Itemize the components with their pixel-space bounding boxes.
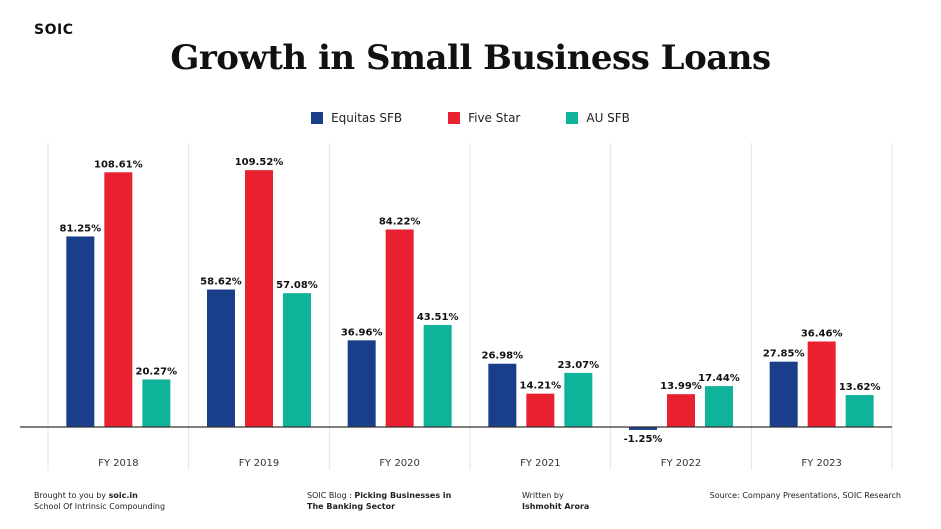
footer-blog-prefix: SOIC Blog : — [307, 491, 355, 500]
bar — [667, 394, 695, 427]
bar — [245, 170, 273, 427]
x-tick-label: FY 2022 — [661, 458, 702, 469]
bar — [488, 363, 517, 427]
bar — [66, 236, 95, 427]
bar — [705, 386, 733, 427]
chart-title: Growth in Small Business Loans — [170, 38, 771, 78]
footer-blog: SOIC Blog : Picking Businesses in The Ba… — [307, 490, 451, 512]
brand-logo: SOIC — [34, 22, 74, 38]
bar — [526, 393, 555, 427]
data-label: 108.61% — [94, 159, 143, 170]
bar — [845, 395, 874, 427]
x-tick-label: FY 2020 — [379, 458, 420, 469]
bar — [207, 289, 235, 427]
data-label: 13.62% — [839, 382, 881, 393]
footer-school-name: School Of Intrinsic Compounding — [34, 502, 166, 511]
legend-swatch-au — [566, 112, 579, 124]
legend-item-equitas: Equitas SFB — [311, 111, 402, 125]
data-label: 58.62% — [200, 277, 242, 288]
footer-author-name: Ishmohit Arora — [522, 502, 590, 511]
x-tick-label: FY 2021 — [520, 458, 561, 469]
bar — [142, 379, 171, 427]
footer-written-by: Written by — [522, 491, 564, 500]
footer-blog-title-1[interactable]: Picking Businesses in — [354, 491, 452, 500]
data-label: 20.27% — [136, 366, 178, 377]
legend-label-five-star: Five Star — [468, 111, 521, 125]
data-label: 81.25% — [60, 223, 102, 234]
data-label: 14.21% — [520, 381, 562, 392]
data-label: 84.22% — [379, 217, 421, 228]
data-label: 26.98% — [482, 351, 524, 362]
x-tick-label: FY 2023 — [801, 458, 842, 469]
legend-item-au: AU SFB — [566, 111, 630, 125]
data-label: -1.25% — [624, 434, 663, 445]
bar — [807, 341, 836, 427]
legend-swatch-five-star — [448, 112, 461, 124]
bar — [283, 293, 311, 427]
bar — [564, 372, 593, 427]
data-label: 27.85% — [763, 349, 805, 360]
footer-author: Written by Ishmohit Arora — [522, 490, 589, 512]
footer-brought-by: Brought to you by soic.in School Of Intr… — [34, 490, 165, 512]
data-label: 43.51% — [417, 312, 459, 323]
bar — [347, 340, 376, 427]
legend-swatch-equitas — [311, 112, 324, 124]
footer-brought-prefix: Brought to you by — [34, 491, 109, 500]
bar — [629, 427, 657, 430]
bar — [769, 361, 798, 427]
legend-item-five-star: Five Star — [448, 111, 520, 125]
footer-source: Source: Company Presentations, SOIC Rese… — [709, 491, 901, 500]
bar — [423, 324, 452, 427]
footer-site-link[interactable]: soic.in — [108, 491, 138, 500]
x-tick-label: FY 2019 — [239, 458, 280, 469]
data-label: 23.07% — [558, 360, 600, 371]
data-label: 17.44% — [698, 373, 740, 384]
data-label: 109.52% — [235, 157, 284, 168]
data-label: 57.08% — [276, 280, 318, 291]
data-label: 13.99% — [660, 381, 702, 392]
bar — [104, 172, 133, 427]
footer-blog-title-2[interactable]: The Banking Sector — [307, 502, 396, 511]
bar — [385, 229, 414, 427]
data-label: 36.46% — [801, 329, 843, 340]
data-label: 36.96% — [341, 327, 383, 338]
x-tick-label: FY 2018 — [98, 458, 139, 469]
legend-label-au: AU SFB — [586, 111, 630, 125]
legend-label-equitas: Equitas SFB — [331, 111, 403, 125]
chart-legend: Equitas SFB Five Star AU SFB — [0, 111, 941, 125]
